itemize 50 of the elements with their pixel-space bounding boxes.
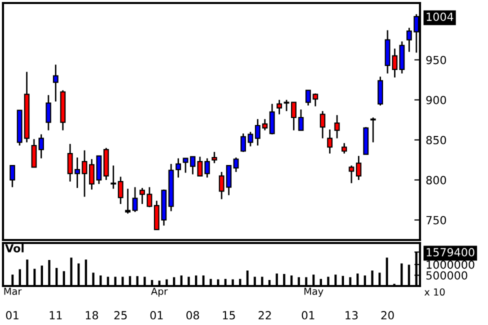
- x-tick-label: 11: [50, 311, 62, 320]
- candlestick: [269, 103, 275, 136]
- candlestick: [348, 164, 354, 184]
- x-tick-label: Mar: [4, 288, 22, 295]
- candlestick: [38, 134, 44, 160]
- candlestick: [182, 158, 188, 174]
- x-tick-label: 01: [150, 311, 163, 320]
- candlestick: [110, 164, 116, 190]
- x-tick-label: 01: [6, 311, 18, 320]
- x-tick-label: 08: [186, 311, 200, 320]
- x-tick-label: 25: [114, 311, 127, 320]
- text: x 10: [424, 288, 445, 296]
- x-tick-label: 13: [346, 311, 358, 320]
- x-tick-label: 22: [258, 311, 271, 320]
- y-tick-label: 1004: [426, 12, 454, 21]
- candlestick: [327, 128, 333, 154]
- chart-title: Vol: [5, 244, 24, 252]
- y-tick-label: 950: [426, 56, 446, 64]
- candlestick: [356, 155, 362, 181]
- y-tick-label: 500000: [426, 271, 468, 280]
- y-tick-label: 850: [426, 136, 446, 144]
- candlestick: [233, 156, 239, 173]
- x-tick-label: Apr: [151, 288, 168, 297]
- x-tick-label: 18: [86, 311, 98, 320]
- candlestick: [52, 64, 58, 102]
- candlestick: [320, 110, 326, 140]
- candlestick: [176, 158, 182, 178]
- y-tick-label: 800: [426, 176, 446, 184]
- x-tick-label: May: [304, 288, 324, 297]
- y-tick-label: 1579400: [426, 248, 474, 256]
- y-tick-label: 1000000: [426, 260, 474, 269]
- candlestick: [276, 99, 282, 115]
- candlestick: [370, 116, 376, 144]
- candlestick: [125, 188, 131, 214]
- candlestick: [82, 150, 88, 198]
- candlestick: [118, 176, 124, 205]
- candlestick: [378, 76, 384, 106]
- candlestick: [132, 186, 138, 213]
- candlestick: [10, 164, 16, 188]
- candlestick: [46, 94, 52, 131]
- x-tick-label: 01: [302, 311, 314, 320]
- candlestick: [31, 138, 37, 168]
- candlestick: [212, 151, 218, 164]
- x-tick-label: 15: [222, 311, 235, 320]
- x-tick-label: 20: [381, 311, 394, 320]
- candlestick: [204, 158, 210, 178]
- y-tick-label: 750: [426, 216, 446, 224]
- candlestick: [334, 114, 340, 140]
- candlestick: [342, 142, 347, 154]
- y-tick-label: 900: [426, 96, 446, 104]
